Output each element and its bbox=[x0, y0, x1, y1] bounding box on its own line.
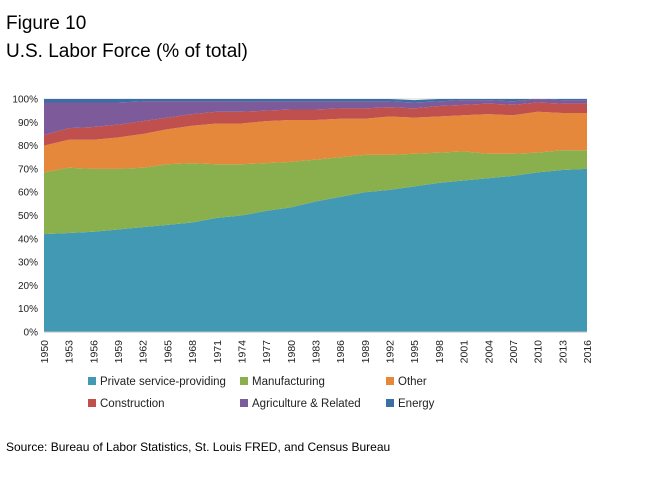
y-tick-label: 30% bbox=[18, 258, 38, 269]
source-note: Source: Bureau of Labor Statistics, St. … bbox=[6, 440, 391, 454]
area-agriculture-related bbox=[44, 99, 587, 136]
area-construction bbox=[44, 102, 587, 146]
legend-swatch-agriculture-related bbox=[240, 399, 248, 407]
legend: Private service-providing Manufacturing Ot… bbox=[88, 376, 435, 410]
legend-label-other: Other bbox=[398, 376, 427, 388]
x-tick-label: 1995 bbox=[409, 340, 421, 364]
x-tick-label: 1977 bbox=[261, 340, 273, 364]
x-tick-label: 1956 bbox=[88, 340, 100, 364]
y-tick-label: 90% bbox=[18, 118, 38, 129]
x-tick-label: 1992 bbox=[385, 340, 397, 364]
y-tick-label: 50% bbox=[18, 211, 38, 222]
y-tick-label: 0% bbox=[24, 328, 39, 339]
legend-swatch-construction bbox=[88, 399, 96, 407]
legend-swatch-other bbox=[386, 377, 394, 385]
x-tick-label: 1980 bbox=[286, 340, 298, 364]
axes: 0% 10% 20% 30% 40% 50% 60% 70% 80% 90% 100% 1950 195… bbox=[12, 95, 594, 364]
x-tick-label: 2016 bbox=[582, 340, 594, 364]
y-tick-label: 80% bbox=[18, 141, 38, 152]
legend-label-manufacturing: Manufacturing bbox=[252, 376, 325, 388]
area-manufacturing bbox=[44, 150, 587, 235]
x-tick-label: 1974 bbox=[236, 340, 248, 364]
area-private-service-providing bbox=[44, 168, 587, 332]
area-energy bbox=[44, 99, 587, 103]
y-tick-label: 10% bbox=[18, 304, 38, 315]
legend-label-energy: Energy bbox=[398, 398, 435, 410]
x-tick-label: 2013 bbox=[557, 340, 569, 364]
x-tick-label: 1986 bbox=[335, 340, 347, 364]
y-tick-label: 40% bbox=[18, 234, 38, 245]
x-tick-label: 2007 bbox=[508, 340, 520, 364]
chart-title: U.S. Labor Force (% of total) bbox=[6, 41, 248, 62]
y-tick-label: 70% bbox=[18, 164, 38, 175]
x-tick-label: 1965 bbox=[162, 340, 174, 364]
legend-swatch-manufacturing bbox=[240, 377, 248, 385]
area-other bbox=[44, 111, 587, 173]
figure-label: Figure 10 bbox=[6, 13, 87, 34]
area-series bbox=[44, 99, 587, 332]
legend-swatch-private-service-providing bbox=[88, 377, 96, 385]
y-tick-label: 60% bbox=[18, 188, 38, 199]
x-tick-label: 2001 bbox=[459, 340, 471, 364]
x-tick-label: 1983 bbox=[311, 340, 323, 364]
legend-label-construction: Construction bbox=[100, 398, 165, 410]
y-tick-label: 20% bbox=[18, 281, 38, 292]
x-tick-label: 2010 bbox=[533, 340, 545, 364]
x-tick-label: 1953 bbox=[64, 340, 76, 364]
x-tick-label: 1968 bbox=[187, 340, 199, 364]
legend-label-private-service-providing: Private service-providing bbox=[100, 376, 226, 388]
stacked-area-chart: 0% 10% 20% 30% 40% 50% 60% 70% 80% 90% 100% 1950 195… bbox=[12, 95, 594, 411]
x-tick-label: 1998 bbox=[434, 340, 446, 364]
x-tick-label: 1962 bbox=[138, 340, 150, 364]
x-tick-label: 2004 bbox=[483, 340, 495, 364]
x-tick-label: 1950 bbox=[39, 340, 51, 364]
x-tick-label: 1989 bbox=[360, 340, 372, 364]
y-tick-label: 100% bbox=[12, 95, 38, 106]
legend-swatch-energy bbox=[386, 399, 394, 407]
x-tick-label: 1971 bbox=[212, 340, 224, 364]
x-tick-label: 1959 bbox=[113, 340, 125, 364]
legend-label-agriculture-related: Agriculture & Related bbox=[252, 398, 361, 410]
